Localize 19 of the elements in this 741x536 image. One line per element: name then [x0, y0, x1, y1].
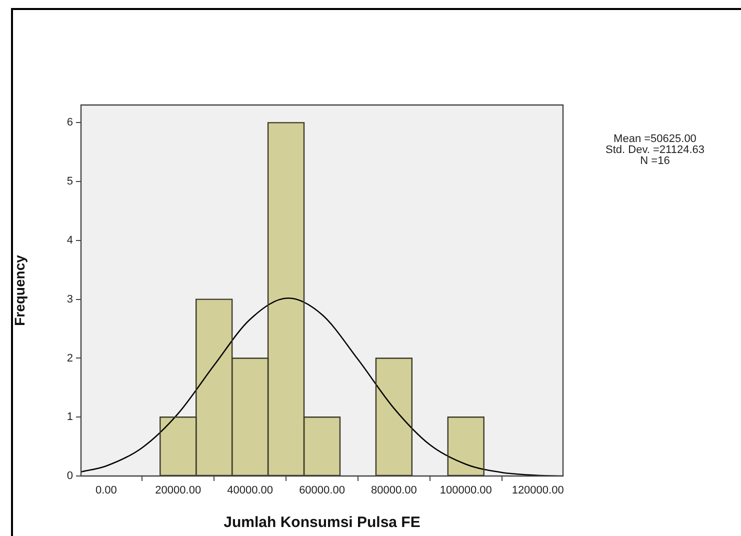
x-tick-label: 40000.00	[227, 484, 274, 497]
y-tick-label: 2	[66, 352, 73, 364]
x-tick-label: 120000.00	[512, 484, 564, 497]
y-tick-label: 1	[66, 411, 73, 424]
text: N =16	[639, 155, 671, 167]
y-tick-label: 5	[66, 176, 73, 188]
y-tick-label: 4	[66, 234, 73, 246]
text: Mean =50625.00	[612, 133, 698, 145]
x-tick-label: 80000.00	[370, 484, 417, 497]
x-tick-label: 60000.00	[299, 484, 345, 497]
y-tick-label: 3	[66, 293, 73, 306]
x-tick-label: 20000.00	[155, 484, 202, 497]
y-tick-label: 6	[66, 116, 73, 129]
y-tick-label: 0	[66, 470, 73, 482]
text: Std. Dev. =21124.63	[604, 144, 706, 156]
x-tick-label: 100000.00	[440, 484, 492, 497]
x-axis-title: Jumlah Konsumsi Pulsa FE	[224, 514, 420, 532]
x-tick-label: 0.00	[95, 484, 117, 497]
y-axis-title: Frequency	[11, 254, 28, 326]
